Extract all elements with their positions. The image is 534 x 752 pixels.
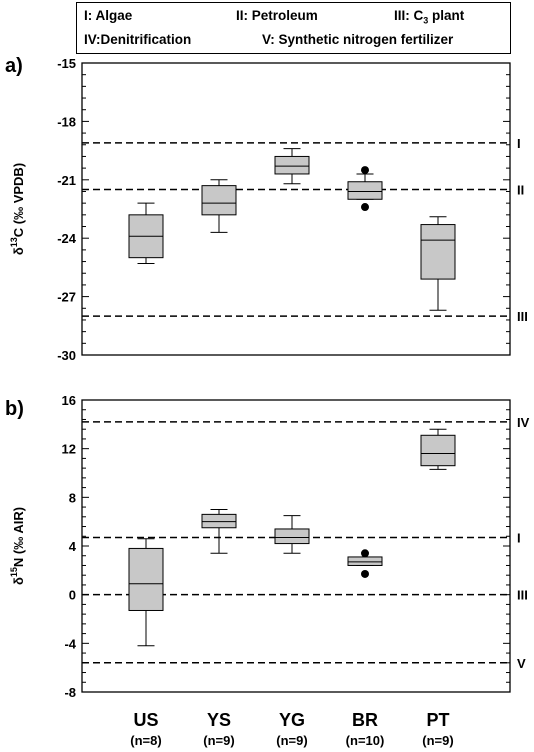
- x-category-label: YS: [207, 710, 231, 730]
- panel-label: a): [5, 55, 23, 77]
- y-tick-label: 0: [69, 588, 76, 603]
- legend-c3-subscript: 3: [423, 15, 429, 26]
- y-tick-label: -18: [57, 114, 76, 129]
- y-tick-label: -24: [57, 231, 77, 246]
- legend-item-algae: I: Algae: [84, 8, 133, 23]
- outlier-point: [361, 166, 369, 175]
- y-axis-label-prefix: δ: [11, 577, 26, 585]
- y-tick-label: -15: [57, 56, 76, 71]
- y-tick-label: -27: [57, 290, 76, 305]
- box-br: [347, 556, 383, 566]
- box-yg: [274, 528, 310, 545]
- x-category-count: (n=9): [203, 733, 234, 748]
- reference-line-label: III: [517, 588, 528, 603]
- y-axis-label-superscript: 13: [9, 237, 19, 247]
- reference-line-label: V: [517, 656, 526, 671]
- y-tick-label: -30: [57, 348, 76, 363]
- outlier-point: [361, 549, 369, 558]
- y-axis-label-text: C (‰ VPDB): [11, 163, 26, 237]
- plot-frame: [81, 62, 511, 356]
- y-tick-label: 4: [69, 539, 77, 554]
- legend-item-c3-plant: III: C3 plant: [394, 8, 464, 26]
- x-category-label: US: [133, 710, 158, 730]
- legend-item-denitrification: IV:Denitrification: [84, 32, 192, 47]
- y-axis-label-text: N (‰ AIR): [11, 507, 26, 567]
- outlier-point: [361, 569, 369, 578]
- y-axis-label-prefix: δ: [11, 247, 26, 255]
- y-tick-label: 8: [69, 490, 76, 505]
- x-category-count: (n=9): [276, 733, 307, 748]
- box-yg: [274, 155, 310, 175]
- box-ys: [201, 185, 237, 216]
- legend-item-synthetic-fertilizer: V: Synthetic nitrogen fertilizer: [262, 32, 454, 47]
- x-category-count: (n=9): [422, 733, 453, 748]
- reference-line-label: I: [517, 530, 521, 545]
- y-tick-label: 16: [62, 393, 76, 408]
- x-category-label: BR: [352, 710, 378, 730]
- y-tick-label: -8: [64, 685, 76, 700]
- reference-line-label: III: [517, 309, 528, 324]
- x-category-label: YG: [279, 710, 305, 730]
- y-tick-label: 12: [62, 442, 76, 457]
- reference-line-label: II: [517, 183, 524, 198]
- y-axis-label: δ13C (‰ VPDB): [9, 163, 26, 255]
- y-axis-label: δ15N (‰ AIR): [9, 507, 26, 585]
- legend-c3-text: III: C: [394, 8, 424, 23]
- box-pt: [420, 434, 456, 467]
- outlier-point: [361, 203, 369, 212]
- box-ys: [201, 513, 237, 529]
- x-category-count: (n=10): [346, 733, 385, 748]
- panel-label: b): [5, 398, 24, 420]
- box-us: [128, 547, 164, 611]
- box-br: [347, 181, 383, 200]
- box-pt: [420, 224, 456, 280]
- y-axis-label-superscript: 15: [9, 567, 19, 577]
- legend: I: Algae II: Petroleum III: C3 plant IV:…: [76, 2, 511, 54]
- x-category-label: PT: [426, 710, 449, 730]
- reference-line-label: I: [517, 136, 521, 151]
- x-category-count: (n=8): [130, 733, 161, 748]
- reference-line-label: IV: [517, 415, 530, 430]
- y-tick-label: -4: [64, 636, 76, 651]
- y-tick-label: -21: [57, 173, 76, 188]
- legend-c3-after: plant: [428, 8, 465, 23]
- legend-item-petroleum: II: Petroleum: [236, 8, 318, 23]
